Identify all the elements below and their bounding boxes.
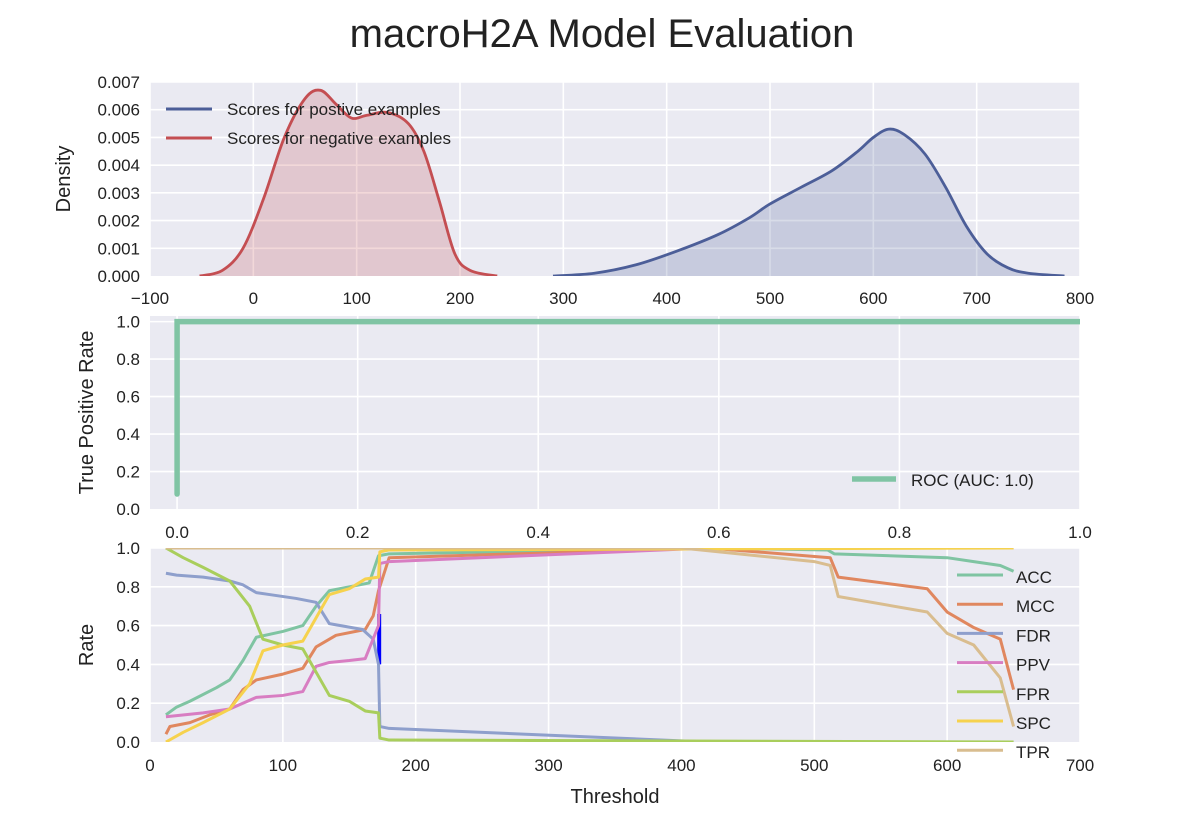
y-tick-label: 0.000 <box>97 267 140 286</box>
y-axis-label: Density <box>53 146 75 213</box>
y-tick-label: 0.002 <box>97 212 140 231</box>
rate-line-fdr <box>165 571 1014 742</box>
x-tick-label: 800 <box>1066 289 1094 308</box>
series-group <box>199 88 1065 276</box>
y-axis-label: True Positive Rate <box>76 331 98 495</box>
y-tick-label: 0.6 <box>116 617 140 636</box>
density-line <box>199 88 498 276</box>
legend: ROC (AUC: 1.0) <box>852 471 1034 490</box>
x-tick-label: 0.6 <box>707 523 731 542</box>
y-tick-label: 0.8 <box>116 350 140 369</box>
x-tick-label: 200 <box>402 756 430 775</box>
x-tick-label: 0.4 <box>526 523 550 542</box>
x-tick-label: 100 <box>342 289 370 308</box>
legend-label: ACC <box>1016 568 1052 587</box>
legend-label: FDR <box>1016 626 1051 645</box>
roc-curve <box>174 318 1080 497</box>
panel-1: −100 0 100 200 300 400 500 600 700 800 0.000 0.001 0… <box>53 73 1094 308</box>
legend-label: TPR <box>1016 743 1050 762</box>
y-tick-label: 1.0 <box>116 313 140 332</box>
y-tick-label: 0.006 <box>97 101 140 120</box>
plot-area <box>150 82 1080 276</box>
legend-label: ROC (AUC: 1.0) <box>911 471 1034 490</box>
x-tick-label: 200 <box>446 289 474 308</box>
rate-line-spc <box>165 548 1014 742</box>
rate-line-fpr <box>165 548 1014 742</box>
x-axis-label: Threshold <box>571 786 660 808</box>
y-tick-label: 1.0 <box>116 539 140 558</box>
legend-label: Scores for negative examples <box>227 129 451 148</box>
series-group <box>174 318 1080 497</box>
panel-2: 0.0 0.2 0.4 0.6 0.8 1.0 0.0 0.2 0.4 0.6 0.8 1.0 True… <box>76 313 1092 542</box>
y-tick-label: 0.004 <box>97 156 140 175</box>
legend: ACC MCC FDR PPV FPR SPC TPR <box>957 568 1055 762</box>
figure-title: macroH2A Model Evaluation <box>350 12 855 56</box>
y-tick-label: 0.003 <box>97 184 140 203</box>
y-tick-label: 0.2 <box>116 694 140 713</box>
x-tick-label: 100 <box>269 756 297 775</box>
x-tick-label: 500 <box>800 756 828 775</box>
x-tick-label: 1.0 <box>1068 523 1092 542</box>
y-tick-label: 0.4 <box>116 425 140 444</box>
x-tick-label: 700 <box>962 289 990 308</box>
y-axis-label: Rate <box>76 624 98 666</box>
y-tick-label: 0.6 <box>116 388 140 407</box>
y-tick-label: 0.0 <box>116 733 140 752</box>
plot-area <box>150 548 1080 742</box>
y-tick-label: 0.4 <box>116 655 140 674</box>
plot-area <box>150 316 1080 509</box>
x-tick-label: 400 <box>652 289 680 308</box>
x-tick-label: 700 <box>1066 756 1094 775</box>
y-tick-label: 0.0 <box>116 500 140 519</box>
x-tick-label: 400 <box>667 756 695 775</box>
rate-line-acc <box>165 548 1015 717</box>
x-tick-label: 0.2 <box>346 523 370 542</box>
density-line <box>552 127 1065 276</box>
x-tick-label: 0.0 <box>165 523 189 542</box>
x-tick-label: 300 <box>534 756 562 775</box>
legend-label: PPV <box>1016 656 1051 675</box>
x-tick-label: 0.8 <box>888 523 912 542</box>
legend-label: SPC <box>1016 714 1051 733</box>
y-tick-label: 0.001 <box>97 239 140 258</box>
legend-label: Scores for postive examples <box>227 100 441 119</box>
legend: Scores for postive examples Scores for ne… <box>166 100 451 148</box>
x-tick-label: −100 <box>131 289 169 308</box>
y-tick-label: 0.2 <box>116 463 140 482</box>
density-area <box>553 129 1065 276</box>
x-tick-label: 600 <box>859 289 887 308</box>
y-tick-label: 0.005 <box>97 128 140 147</box>
x-tick-label: 500 <box>756 289 784 308</box>
x-tick-label: 0 <box>249 289 258 308</box>
x-tick-label: 0 <box>145 756 154 775</box>
x-tick-label: 600 <box>933 756 961 775</box>
density-area <box>199 90 498 276</box>
x-tick-label: 300 <box>549 289 577 308</box>
legend-label: FPR <box>1016 685 1050 704</box>
y-tick-label: 0.007 <box>97 73 140 92</box>
legend-label: MCC <box>1016 597 1055 616</box>
rate-line-ppv <box>165 548 1014 719</box>
y-tick-label: 0.8 <box>116 578 140 597</box>
panel-3: 0 100 200 300 400 500 600 700 0.0 0.2 0.4 0.6 0.8 1.0… <box>76 539 1094 808</box>
